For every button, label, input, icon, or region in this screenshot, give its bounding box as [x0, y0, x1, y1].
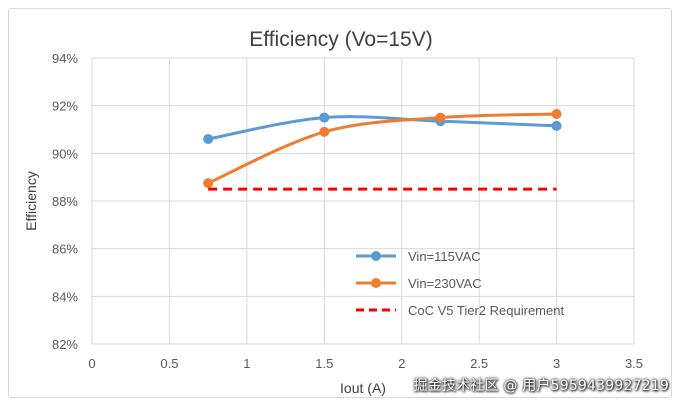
chart-title: Efficiency (Vo=15V) [249, 28, 432, 51]
y-tick-label: 90% [52, 146, 78, 161]
data-point-vin-115vac [319, 112, 330, 123]
legend-label: Vin=230VAC [408, 276, 482, 291]
data-point-vin-230vac [435, 112, 446, 123]
x-tick-label: 2.5 [470, 356, 488, 371]
legend-marker-vin-115vac [371, 251, 381, 261]
data-point-vin-115vac [551, 120, 562, 131]
legend-label: Vin=115VAC [408, 249, 481, 264]
chart-frame [8, 8, 672, 398]
watermark: 掘金技术社区 @ 用户5959439927219 [413, 378, 669, 394]
x-tick-label: 2 [398, 356, 405, 371]
legend-marker-vin-230vac [371, 278, 381, 288]
x-tick-label: 3 [553, 356, 560, 371]
y-axis-label: Efficiency [23, 171, 39, 231]
x-tick-label: 0.5 [160, 356, 178, 371]
y-tick-label: 88% [52, 194, 78, 209]
y-tick-label: 84% [52, 289, 78, 304]
data-point-vin-115vac [203, 134, 214, 145]
data-point-vin-230vac [203, 178, 214, 189]
data-point-vin-230vac [551, 109, 562, 120]
legend-label: CoC V5 Tier2 Requirement [408, 303, 564, 318]
x-tick-label: 3.5 [625, 356, 643, 371]
x-axis-label: Iout (A) [340, 380, 386, 396]
x-tick-label: 0 [88, 356, 95, 371]
y-tick-label: 82% [52, 337, 78, 352]
series-line-vin-115vac [207, 115, 557, 141]
x-tick-label: 1.5 [315, 356, 333, 371]
y-tick-label: 92% [52, 99, 78, 114]
y-tick-label: 94% [52, 51, 78, 66]
series-line-vin-230vac [207, 112, 557, 185]
data-point-vin-230vac [319, 126, 330, 137]
x-tick-label: 1 [243, 356, 250, 371]
y-tick-label: 86% [52, 242, 78, 257]
